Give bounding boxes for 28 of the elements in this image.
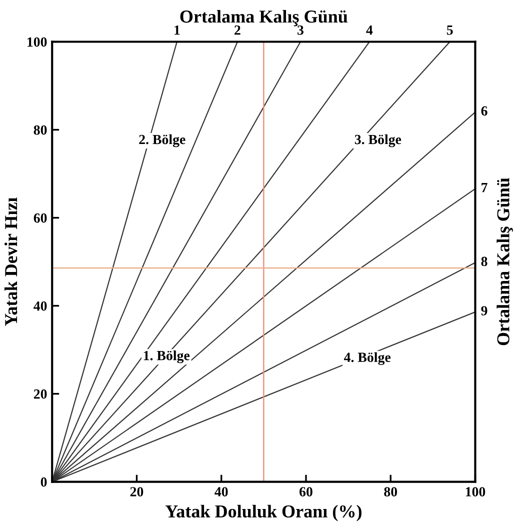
x-tick-label: 60 [300,487,312,496]
annotation: 6 [481,106,488,116]
x-tick-label: 100 [466,487,486,496]
x-tick-label: 80 [384,487,398,496]
y-axis-title: Yatak Devir Hızı [4,198,18,326]
y-tick-label: 80 [34,125,47,135]
y-tick-label: 60 [34,213,47,223]
annotation: 4 [366,25,373,35]
annotation: 1 [174,25,180,35]
y-tick-label: 0 [40,477,47,487]
x-tick-label: 40 [214,487,228,496]
x-tick-label: 20 [130,487,144,496]
annotation: 5 [446,26,453,35]
annotation: 7 [482,182,488,192]
x2-axis-title: Ortalama Kalış Günü [180,10,348,26]
annotation: 3 [298,25,304,35]
annotation: 3. Bölge [354,134,402,148]
y-tick-label: 20 [34,389,47,399]
x-axis-title: Yatak Doluluk Oranı (%) [165,504,362,522]
annotation: 1. Bölge [144,350,190,364]
annotation: 8 [481,256,488,266]
annotation: 4. Bölge [344,352,391,365]
annotation: 2. Bölge [139,134,186,148]
y-tick-label: 40 [34,301,47,311]
y-tick-label: 100 [28,37,47,47]
y2-axis-title: Ortalama Kalış Günü [496,178,513,346]
annotation: 9 [481,306,488,316]
annotation: 2 [234,25,240,35]
